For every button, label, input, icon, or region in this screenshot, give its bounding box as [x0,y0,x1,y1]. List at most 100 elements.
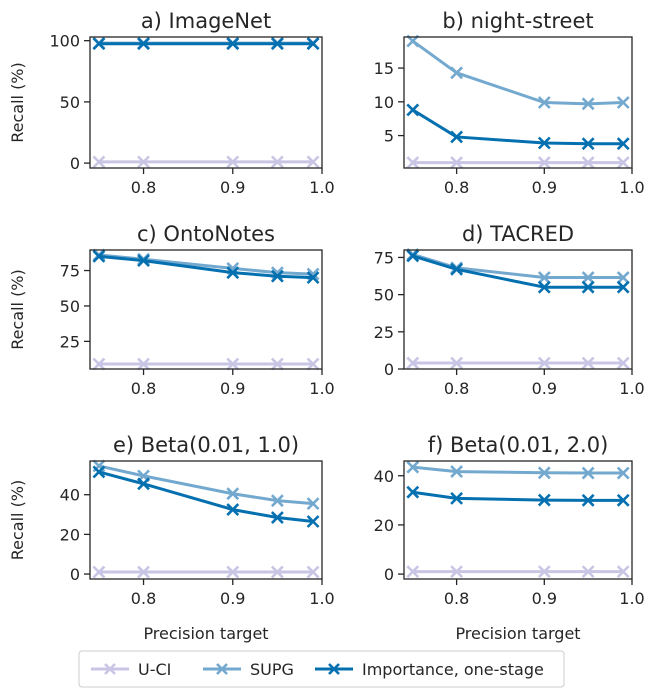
plot-frame [89,460,323,580]
data-point [137,357,150,371]
data-point [137,254,150,268]
data-point [581,156,595,170]
data-point [92,249,106,263]
x-tick-label: 1.0 [619,379,644,398]
data-point [581,97,595,111]
legend-entry-supg: SUPG [203,660,294,679]
data-point [450,66,464,80]
y-tick-label: 5 [384,127,394,146]
data-point [616,271,630,284]
chart-title: f) Beta(0.01, 2.0) [428,433,609,457]
x-tick-label: 1.0 [309,379,334,398]
data-point [92,565,106,579]
legend-entry-u-ci: U-CI [91,660,171,679]
y-tick-label: 25 [374,323,394,342]
y-tick-label: 25 [60,332,80,351]
data-point [537,136,551,150]
plot-frame [89,36,323,169]
data-point [270,494,284,508]
chart-b-night-street: b) night-street 0.8 0.9 1.0 5 10 15 [374,9,645,197]
data-point [270,269,284,283]
data-point [450,465,464,478]
y-tick-label: 50 [60,93,80,112]
data-point [92,37,106,51]
data-point [270,155,284,169]
x-tick-label: 0.9 [220,379,245,398]
data-point [616,565,630,579]
y-tick-label: 20 [374,516,394,535]
series-line [411,39,624,106]
data-point [581,271,595,284]
data-point [450,262,464,276]
data-point [306,497,320,511]
data-point [450,491,464,505]
data-point [406,356,420,370]
legend-label: SUPG [250,660,294,679]
legend-label: U-CI [138,660,171,679]
data-point [306,357,320,371]
data-point [406,460,420,474]
y-tick-label: 10 [374,93,394,112]
legend-marker [328,663,340,675]
x-tick-label: 0.8 [131,589,156,608]
chart-title: b) night-street [442,9,593,33]
data-point [226,155,240,169]
series-supg [406,34,630,111]
data-point [616,466,630,480]
x-tick-label: 0.9 [532,379,557,398]
x-tick-label: 1.0 [309,589,334,608]
x-tick-label: 0.9 [220,589,245,608]
series-importance-one-stage [406,249,630,294]
data-point [537,493,551,507]
data-point [581,280,595,294]
x-tick-label: 0.8 [444,379,469,398]
legend-entry-importance-one-stage: Importance, one-stage [315,660,544,679]
data-point [270,357,284,371]
plot-frame [403,249,633,370]
data-point [581,137,595,151]
series-u-ci [92,357,320,371]
data-point [92,465,106,479]
legend-label: Importance, one-stage [362,660,544,679]
data-point [616,96,630,109]
data-point [616,493,630,507]
y-tick-label: 20 [60,525,80,544]
data-point [306,565,320,579]
series-u-ci [406,156,630,170]
data-point [537,271,551,284]
data-point [406,485,420,499]
chart-title: d) TACRED [462,222,574,246]
chart-title: a) ImageNet [141,9,271,33]
x-tick-label: 1.0 [619,589,644,608]
data-point [137,565,150,579]
series-u-ci [92,155,320,169]
y-axis-label: Recall (%) [8,480,27,561]
x-tick-label: 1.0 [619,178,644,197]
chart-d-tacred: d) TACRED 0.8 0.9 1.0 0 25 50 75 [374,222,645,398]
data-point [581,466,595,480]
data-point [581,356,595,370]
data-point [616,356,630,370]
series-supg [406,248,630,284]
data-point [92,357,106,371]
data-point [226,37,240,51]
y-tick-label: 50 [374,286,394,305]
plot-frame [89,249,323,370]
series-u-ci [92,565,320,579]
data-point [306,37,320,51]
y-tick-label: 0 [70,154,80,173]
series-importance-one-stage [406,103,630,151]
y-tick-label: 0 [384,565,394,584]
y-axis-label: Recall (%) [8,269,27,350]
y-tick-label: 40 [60,486,80,505]
series-importance-one-stage [92,249,320,285]
series-importance-one-stage [92,465,320,528]
data-point [406,103,420,117]
y-tick-label: 40 [374,467,394,486]
data-point [306,155,320,169]
data-point [537,96,551,109]
chart-c-ontonotes: c) OntoNotes 0.8 0.9 1.0 25 50 75 Recall (%) [8,222,335,398]
chart-f-beta-0-01-2-0: f) Beta(0.01, 2.0) 0.8 0.9 1.0 0 20 40 Precisio… [374,433,645,643]
